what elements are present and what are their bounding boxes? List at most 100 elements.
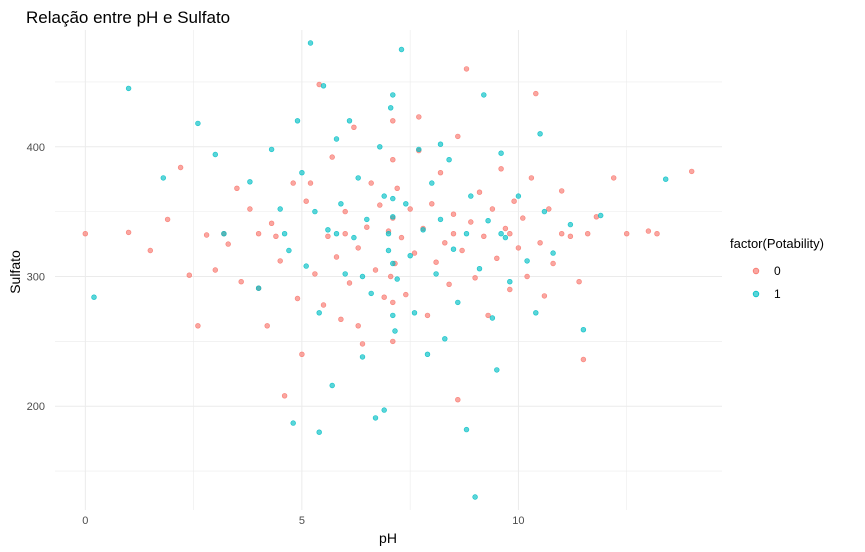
point-series-0 — [355, 245, 361, 251]
point-series-1 — [455, 299, 461, 306]
point-series-1 — [342, 271, 348, 277]
point-series-0 — [225, 241, 231, 247]
point-series-1 — [316, 310, 322, 316]
point-series-1 — [416, 146, 422, 153]
point-series-0 — [489, 206, 496, 212]
point-series-1 — [299, 170, 305, 176]
point-series-1 — [498, 231, 504, 237]
point-series-0 — [186, 272, 193, 278]
point-series-0 — [281, 393, 288, 399]
point-series-0 — [247, 206, 253, 212]
point-series-0 — [450, 211, 457, 217]
point-series-0 — [268, 220, 275, 227]
point-series-0 — [238, 279, 244, 285]
point-series-1 — [212, 151, 219, 158]
point-series-1 — [476, 266, 483, 272]
x-tick-label: 0 — [82, 515, 88, 527]
point-series-0 — [351, 124, 357, 131]
point-series-0 — [507, 231, 513, 237]
point-series-1 — [377, 144, 383, 150]
point-series-0 — [654, 231, 660, 237]
point-series-0 — [515, 245, 522, 251]
point-series-1 — [346, 118, 353, 124]
point-series-1 — [537, 131, 543, 137]
point-series-0 — [424, 312, 431, 319]
point-series-1 — [429, 180, 435, 186]
legend-key-0 — [752, 267, 760, 275]
point-series-0 — [125, 229, 132, 236]
point-series-0 — [442, 240, 448, 246]
point-series-0 — [558, 231, 565, 237]
point-series-1 — [437, 141, 444, 147]
point-series-1 — [390, 92, 396, 98]
point-series-0 — [164, 216, 171, 223]
y-axis-title: Sulfato — [7, 250, 23, 294]
point-series-0 — [381, 294, 387, 300]
point-series-1 — [307, 40, 314, 46]
point-series-0 — [312, 271, 318, 277]
x-axis-title: pH — [379, 530, 397, 546]
point-series-0 — [494, 255, 500, 261]
chart-title: Relação entre pH e Sulfato — [26, 8, 230, 27]
point-series-0 — [520, 215, 526, 221]
point-series-0 — [411, 250, 418, 256]
point-series-1 — [247, 179, 253, 185]
point-series-0 — [377, 202, 383, 208]
point-series-0 — [528, 175, 535, 181]
point-series-0 — [359, 341, 366, 347]
point-series-0 — [463, 66, 470, 72]
point-series-1 — [303, 263, 309, 269]
point-series-0 — [498, 166, 504, 172]
point-series-0 — [688, 168, 695, 175]
point-series-1 — [533, 310, 539, 316]
y-tick-label: 400 — [27, 142, 45, 154]
point-series-0 — [212, 267, 219, 273]
y-tick-label: 200 — [27, 401, 45, 413]
point-series-0 — [645, 228, 652, 234]
point-series-1 — [463, 231, 470, 237]
point-series-1 — [255, 285, 262, 291]
point-series-1 — [450, 246, 457, 252]
point-series-0 — [398, 234, 405, 241]
point-series-0 — [82, 231, 89, 237]
point-series-0 — [403, 291, 409, 298]
point-series-0 — [290, 180, 296, 186]
point-series-1 — [329, 382, 335, 389]
point-series-0 — [346, 280, 353, 286]
point-series-0 — [558, 188, 565, 194]
point-series-0 — [584, 231, 591, 237]
point-series-0 — [455, 133, 461, 140]
point-series-1 — [580, 327, 587, 333]
point-series-1 — [411, 310, 418, 316]
point-series-1 — [91, 294, 97, 300]
point-series-1 — [433, 271, 439, 277]
point-series-0 — [468, 219, 474, 225]
point-series-0 — [437, 170, 444, 176]
point-series-1 — [316, 429, 322, 435]
point-series-1 — [420, 227, 426, 233]
point-series-0 — [147, 247, 154, 254]
point-series-1 — [281, 231, 288, 237]
point-series-0 — [390, 299, 396, 306]
x-tick-label: 5 — [299, 515, 305, 527]
point-series-1 — [333, 136, 340, 142]
point-series-0 — [329, 154, 335, 160]
point-series-0 — [195, 323, 201, 329]
point-series-0 — [368, 180, 374, 186]
point-series-0 — [472, 275, 478, 281]
point-series-0 — [623, 231, 630, 237]
point-series-1 — [368, 290, 374, 297]
point-series-1 — [320, 83, 327, 89]
point-series-1 — [394, 276, 400, 282]
point-series-0 — [307, 180, 314, 186]
x-tick-labels: 0 5 10 — [82, 515, 524, 527]
point-series-0 — [388, 273, 394, 280]
point-series-0 — [524, 273, 530, 280]
point-series-0 — [372, 267, 379, 273]
point-series-0 — [390, 157, 396, 163]
point-series-0 — [390, 338, 396, 345]
point-series-0 — [550, 260, 556, 267]
point-series-1 — [359, 354, 366, 360]
point-series-0 — [446, 281, 452, 287]
